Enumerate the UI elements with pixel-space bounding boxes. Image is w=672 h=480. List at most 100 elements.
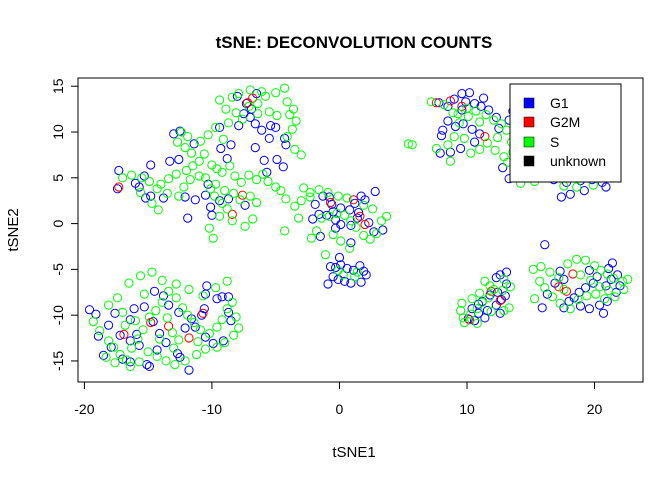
point-g1: [575, 301, 586, 311]
point-s: [139, 289, 149, 299]
point-g1: [139, 302, 149, 312]
point-g1: [315, 231, 325, 241]
point-s: [573, 295, 583, 305]
point-s: [320, 250, 330, 260]
point-s: [299, 183, 309, 193]
x-axis-label: tSNE1: [332, 444, 375, 461]
point-g1: [323, 279, 333, 289]
point-g1: [217, 292, 227, 302]
point-g2m: [486, 286, 496, 296]
point-g2m: [561, 286, 572, 296]
point-g1: [436, 131, 447, 141]
point-s: [472, 304, 482, 314]
point-g1: [331, 223, 341, 233]
point-g1: [458, 119, 468, 129]
point-s: [217, 167, 227, 177]
point-s: [253, 109, 263, 119]
point-s: [475, 117, 485, 127]
point-g1: [476, 101, 486, 112]
point-g1: [200, 190, 211, 200]
point-s: [582, 291, 592, 301]
point-s: [296, 150, 306, 160]
point-s: [280, 226, 290, 236]
point-s: [222, 276, 232, 286]
point-s: [172, 137, 183, 147]
point-g1: [494, 123, 504, 133]
point-s: [135, 271, 146, 281]
point-g2m: [114, 182, 124, 192]
point-s: [463, 111, 473, 122]
point-s: [174, 191, 184, 201]
point-s: [217, 198, 227, 208]
point-s: [467, 294, 477, 304]
point-s: [147, 198, 157, 208]
point-g1: [183, 213, 193, 223]
point-s: [359, 200, 369, 210]
point-g1: [239, 109, 249, 119]
point-s: [110, 358, 120, 368]
point-s: [342, 193, 352, 203]
point-s: [143, 347, 153, 357]
point-s: [127, 343, 137, 353]
point-g1: [443, 116, 453, 126]
point-s: [186, 148, 197, 158]
point-g1: [565, 189, 575, 199]
point-g1: [354, 208, 364, 218]
point-g1: [180, 323, 190, 333]
point-s: [127, 170, 137, 180]
point-s: [174, 335, 184, 345]
legend-label-s: S: [550, 134, 559, 150]
point-s: [333, 265, 343, 275]
point-g1: [164, 300, 174, 310]
point-s: [245, 85, 255, 95]
chart-title: tSNE: DECONVOLUTION COUNTS: [216, 33, 493, 52]
point-g2m: [495, 295, 505, 306]
point-g1: [470, 137, 480, 147]
y-tick-label: -15: [50, 351, 66, 371]
point-s: [198, 291, 208, 301]
point-g1: [340, 276, 350, 286]
point-s: [192, 349, 202, 360]
point-s: [188, 161, 198, 171]
point-s: [276, 186, 286, 196]
point-g1: [139, 171, 149, 181]
point-g1: [174, 154, 184, 165]
point-s: [194, 156, 204, 166]
point-s: [482, 138, 492, 148]
point-g2m: [243, 98, 253, 108]
point-s: [623, 274, 633, 284]
point-s: [563, 259, 573, 269]
point-g1: [484, 105, 494, 115]
point-s: [231, 312, 241, 322]
point-g1: [480, 313, 490, 323]
point-g1: [333, 274, 343, 284]
point-g1: [207, 210, 217, 220]
point-s: [454, 118, 464, 128]
point-g1: [310, 199, 320, 209]
point-s: [285, 110, 295, 120]
point-s: [220, 338, 230, 348]
point-s: [296, 196, 306, 206]
y-tick-label: -10: [50, 305, 66, 325]
point-g1: [491, 112, 501, 123]
point-g1: [584, 265, 595, 275]
point-s: [151, 306, 161, 316]
point-s: [204, 223, 214, 233]
point-g1: [498, 163, 508, 173]
point-g1: [250, 119, 260, 129]
point-g2m: [184, 333, 194, 343]
point-s: [135, 187, 146, 198]
point-g1: [328, 272, 338, 282]
point-g1: [595, 300, 605, 310]
point-s: [294, 213, 304, 223]
point-s: [352, 267, 362, 277]
point-g1: [215, 122, 225, 133]
point-s: [171, 169, 181, 179]
point-s: [189, 317, 199, 328]
point-s: [453, 109, 463, 119]
point-g1: [325, 262, 336, 272]
point-s: [547, 292, 558, 302]
point-s: [161, 356, 171, 366]
point-s: [323, 187, 333, 198]
point-g2m: [355, 211, 365, 221]
